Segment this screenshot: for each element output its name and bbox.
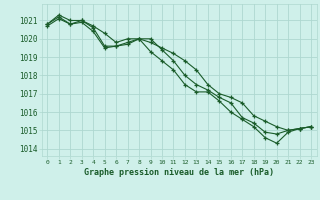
X-axis label: Graphe pression niveau de la mer (hPa): Graphe pression niveau de la mer (hPa) bbox=[84, 168, 274, 177]
